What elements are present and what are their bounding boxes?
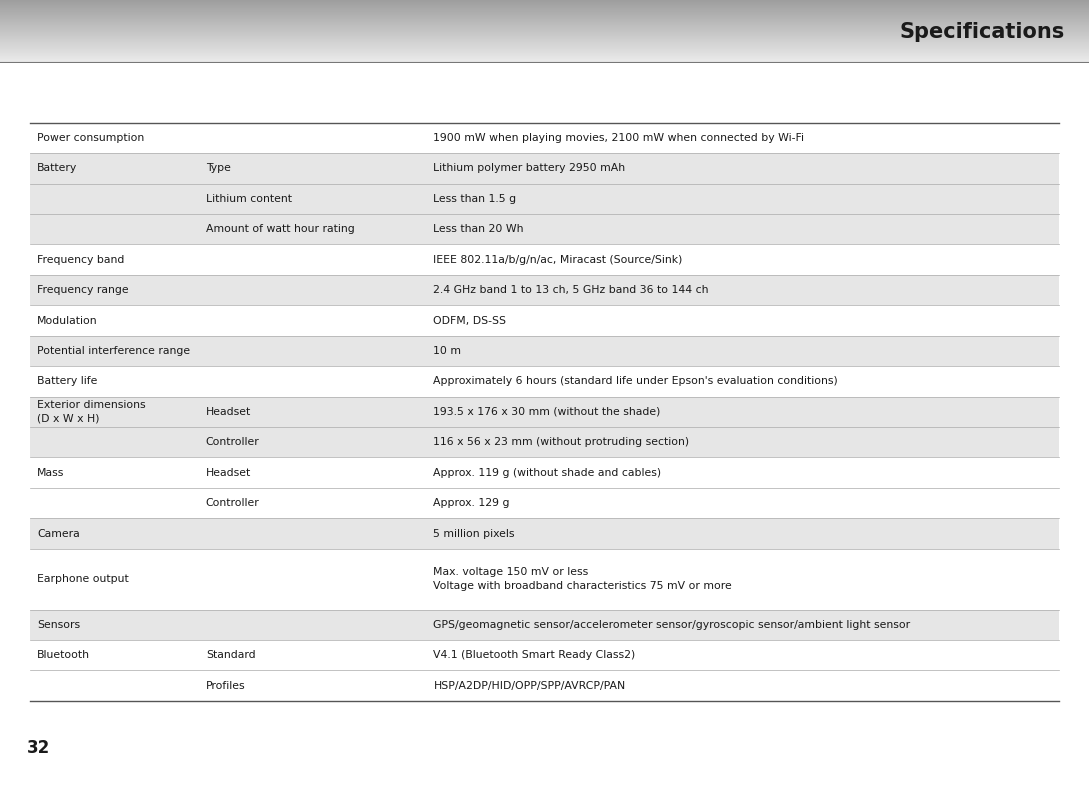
Bar (30, 153, 1059, 184)
Text: Lithium polymer battery 2950 mAh: Lithium polymer battery 2950 mAh (433, 163, 625, 173)
Text: Approx. 129 g: Approx. 129 g (433, 498, 510, 508)
Text: Less than 1.5 g: Less than 1.5 g (433, 194, 516, 204)
Text: Lithium content: Lithium content (206, 194, 292, 204)
Text: IEEE 802.11a/b/g/n/ac, Miracast (Source/Sink): IEEE 802.11a/b/g/n/ac, Miracast (Source/… (433, 255, 683, 265)
Text: Approx. 119 g (without shade and cables): Approx. 119 g (without shade and cables) (433, 468, 661, 478)
Text: Headset: Headset (206, 407, 252, 417)
Text: 1900 mW when playing movies, 2100 mW when connected by Wi-Fi: 1900 mW when playing movies, 2100 mW whe… (433, 133, 805, 143)
Bar (30, 610, 1059, 640)
Bar (30, 518, 1059, 549)
Text: Sensors: Sensors (37, 620, 81, 630)
Text: Earphone output: Earphone output (37, 574, 129, 584)
Text: Frequency range: Frequency range (37, 285, 129, 295)
Text: Specifications: Specifications (900, 22, 1065, 42)
Text: Camera: Camera (37, 528, 79, 539)
Text: Modulation: Modulation (37, 315, 98, 326)
Text: GPS/geomagnetic sensor/accelerometer sensor/gyroscopic sensor/ambient light sens: GPS/geomagnetic sensor/accelerometer sen… (433, 620, 910, 630)
Text: Profiles: Profiles (206, 680, 245, 691)
Text: 32: 32 (27, 740, 50, 757)
Text: Amount of watt hour rating: Amount of watt hour rating (206, 224, 355, 234)
Text: 5 million pixels: 5 million pixels (433, 528, 515, 539)
Bar (30, 336, 1059, 366)
Text: Standard: Standard (206, 650, 256, 661)
Text: Power consumption: Power consumption (37, 133, 144, 143)
Text: HSP/A2DP/HID/OPP/SPP/AVRCP/PAN: HSP/A2DP/HID/OPP/SPP/AVRCP/PAN (433, 680, 626, 691)
Text: 193.5 x 176 x 30 mm (without the shade): 193.5 x 176 x 30 mm (without the shade) (433, 407, 661, 417)
Text: Frequency band: Frequency band (37, 255, 124, 265)
Text: Less than 20 Wh: Less than 20 Wh (433, 224, 524, 234)
Text: Potential interference range: Potential interference range (37, 346, 191, 356)
Text: Type: Type (206, 163, 231, 173)
Text: Max. voltage 150 mV or less
Voltage with broadband characteristics 75 mV or more: Max. voltage 150 mV or less Voltage with… (433, 567, 732, 591)
Bar (30, 184, 1059, 214)
Text: 10 m: 10 m (433, 346, 462, 356)
Bar (30, 214, 1059, 245)
Text: 116 x 56 x 23 mm (without protruding section): 116 x 56 x 23 mm (without protruding sec… (433, 437, 689, 447)
Text: Exterior dimensions
(D x W x H): Exterior dimensions (D x W x H) (37, 401, 146, 424)
Bar (30, 397, 1059, 427)
Text: Mass: Mass (37, 468, 64, 478)
Bar (30, 427, 1059, 458)
Text: Approximately 6 hours (standard life under Epson's evaluation conditions): Approximately 6 hours (standard life und… (433, 376, 839, 386)
Text: Controller: Controller (206, 498, 259, 508)
Text: Battery life: Battery life (37, 376, 97, 386)
Text: Headset: Headset (206, 468, 252, 478)
Text: 2.4 GHz band 1 to 13 ch, 5 GHz band 36 to 144 ch: 2.4 GHz band 1 to 13 ch, 5 GHz band 36 t… (433, 285, 709, 295)
Text: Bluetooth: Bluetooth (37, 650, 90, 661)
Text: Controller: Controller (206, 437, 259, 447)
Bar (30, 275, 1059, 306)
Text: V4.1 (Bluetooth Smart Ready Class2): V4.1 (Bluetooth Smart Ready Class2) (433, 650, 636, 661)
Text: ODFM, DS-SS: ODFM, DS-SS (433, 315, 506, 326)
Text: Battery: Battery (37, 163, 77, 173)
